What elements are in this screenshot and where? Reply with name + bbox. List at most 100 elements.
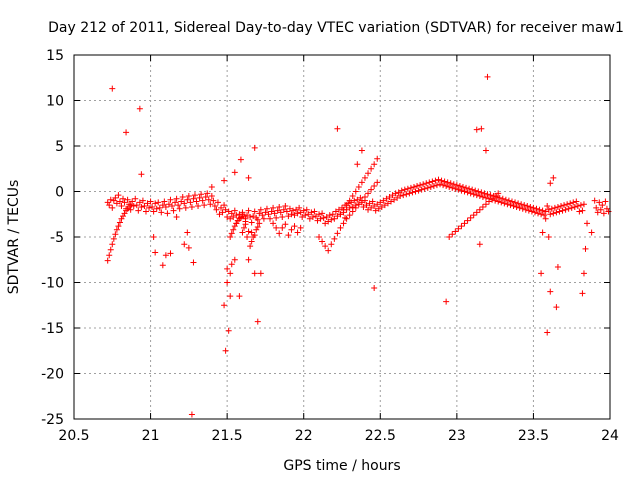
data-point [185, 193, 192, 200]
data-point [135, 207, 142, 214]
data-point [487, 192, 494, 199]
data-point [282, 203, 289, 210]
data-point [274, 207, 281, 214]
data-point [263, 205, 270, 212]
data-point [218, 204, 225, 211]
data-point [221, 202, 228, 209]
data-point [230, 213, 237, 220]
data-point [317, 215, 324, 222]
data-point [461, 220, 468, 227]
data-point [256, 210, 263, 217]
y-tick-label: 10 [46, 94, 64, 110]
data-point [444, 179, 451, 186]
data-point [152, 200, 159, 207]
data-point [155, 199, 162, 206]
data-point [392, 190, 399, 197]
data-point [175, 202, 182, 209]
data-point [553, 209, 560, 216]
data-point [288, 226, 295, 233]
data-point [110, 235, 117, 242]
data-point [437, 181, 444, 188]
data-point [502, 196, 509, 203]
data-point [222, 347, 229, 354]
data-point [377, 199, 384, 206]
data-point [365, 190, 372, 197]
data-point [199, 197, 206, 204]
data-point [342, 214, 349, 221]
data-point [227, 270, 234, 277]
data-point [513, 203, 520, 210]
data-point [371, 183, 378, 190]
data-point [316, 211, 323, 218]
data-point [250, 213, 257, 220]
x-tick-label: 24 [601, 428, 619, 444]
data-point [414, 183, 421, 190]
data-point [251, 270, 258, 277]
data-point [403, 191, 410, 198]
data-point [464, 217, 471, 224]
data-point [224, 279, 231, 286]
data-point [337, 224, 344, 231]
data-point [231, 223, 238, 230]
data-point [570, 199, 577, 206]
data-point [328, 241, 335, 248]
data-point [499, 195, 506, 202]
data-points [104, 73, 612, 418]
data-point [334, 230, 341, 237]
data-point [398, 187, 405, 194]
data-point [181, 241, 188, 248]
data-point [584, 220, 591, 227]
data-point [110, 197, 117, 204]
y-tick-label: 0 [55, 185, 64, 201]
data-point [136, 199, 143, 206]
data-point [276, 203, 283, 210]
data-point [527, 203, 534, 210]
data-point [116, 219, 123, 226]
data-point [191, 192, 198, 199]
data-point [409, 189, 416, 196]
data-point [230, 226, 237, 233]
data-point [455, 186, 462, 193]
data-point [452, 228, 459, 235]
data-point [178, 198, 185, 205]
data-point [443, 298, 450, 305]
data-point [577, 202, 584, 209]
data-point [285, 232, 292, 239]
data-point [541, 212, 548, 219]
data-point [123, 129, 130, 136]
data-point [501, 200, 508, 207]
data-point [489, 195, 496, 202]
y-tick-label: -15 [41, 321, 64, 337]
data-point [579, 207, 586, 214]
data-point [544, 329, 551, 336]
data-point [231, 256, 238, 263]
data-point [349, 208, 356, 215]
data-point [286, 205, 293, 212]
data-point [149, 203, 156, 210]
data-point [302, 212, 309, 219]
data-point [115, 192, 122, 199]
data-point [564, 201, 571, 208]
data-point [458, 223, 465, 230]
data-point [447, 180, 454, 187]
data-point [237, 156, 244, 163]
data-point [374, 155, 381, 162]
data-point [179, 193, 186, 200]
data-point [352, 188, 359, 195]
data-point [438, 177, 445, 184]
data-point [156, 204, 163, 211]
data-point [467, 214, 474, 221]
data-point [415, 187, 422, 194]
data-point [210, 197, 217, 204]
data-point [467, 190, 474, 197]
data-point [505, 197, 512, 204]
data-point [184, 229, 191, 236]
data-point [113, 200, 120, 207]
data-point [306, 215, 313, 222]
data-point [368, 204, 375, 211]
data-point [309, 213, 316, 220]
data-point [236, 293, 243, 300]
data-point [121, 210, 128, 217]
data-point [372, 207, 379, 214]
data-point [329, 211, 336, 218]
